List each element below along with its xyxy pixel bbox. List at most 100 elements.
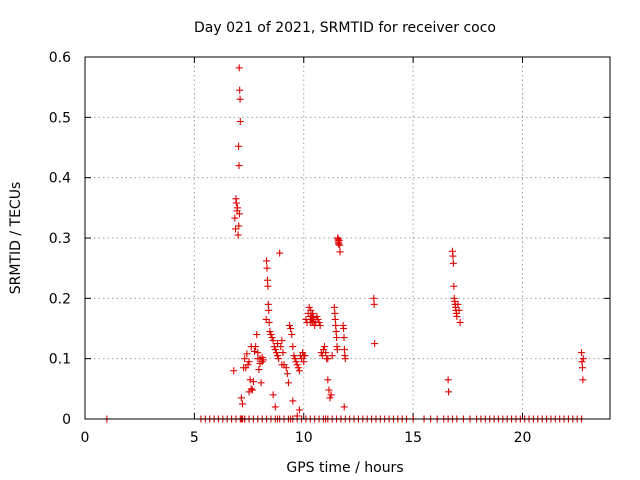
data-point (235, 64, 243, 72)
data-point (371, 340, 379, 348)
data-point (235, 222, 243, 230)
data-point (454, 300, 462, 308)
data-point (309, 314, 317, 322)
data-point (252, 343, 260, 351)
data-point (318, 352, 326, 360)
x-axis-label: GPS time / hours (286, 460, 403, 476)
data-point (234, 231, 242, 239)
x-tick-label: 15 (404, 430, 422, 446)
data-point (327, 391, 335, 399)
data-point (453, 312, 461, 320)
data-point (251, 347, 259, 355)
plot-frame (84, 56, 611, 420)
data-point (445, 388, 453, 396)
x-tick-label: 0 (81, 430, 90, 446)
x-tick-label: 5 (190, 430, 199, 446)
data-point (247, 385, 255, 393)
data-point (321, 343, 329, 351)
data-point (449, 259, 457, 267)
data-point (272, 349, 280, 357)
data-point (332, 321, 340, 329)
data-point (248, 386, 256, 394)
data-point (305, 303, 313, 311)
data-point (235, 210, 243, 218)
data-point (237, 394, 245, 402)
data-point (450, 282, 458, 290)
axis-ticks: 0 0.1 0.2 0.3 0.4 0.5 0.6 0 5 10 15 20 (49, 50, 610, 446)
data-point (332, 328, 340, 336)
data-point (370, 300, 378, 308)
data-point (324, 355, 332, 363)
data-point (309, 309, 316, 317)
data-point (328, 352, 336, 360)
data-point (263, 257, 271, 265)
grid-lines (85, 57, 610, 419)
data-point (270, 343, 278, 351)
data-point (256, 359, 264, 367)
data-point (269, 391, 277, 399)
data-point (271, 346, 279, 354)
data-point (254, 355, 262, 363)
data-point (263, 276, 271, 284)
data-point (292, 358, 300, 366)
data-point (340, 346, 348, 354)
y-tick-label: 0 (62, 412, 71, 428)
data-point (236, 95, 244, 103)
data-point (254, 349, 262, 357)
data-point (322, 349, 330, 357)
data-point (240, 364, 248, 372)
data-point (340, 403, 348, 411)
y-tick-label: 0.4 (49, 171, 71, 187)
data-point (579, 376, 587, 384)
data-point (325, 386, 333, 394)
x-tick-label: 20 (514, 430, 532, 446)
chart-title: Day 021 of 2021, SRMTID for receiver coc… (194, 20, 496, 36)
data-point (288, 331, 296, 339)
data-point (278, 361, 286, 369)
data-point (293, 361, 301, 369)
data-point (295, 406, 303, 414)
data-point (294, 364, 302, 372)
data-point (264, 300, 272, 308)
data-point (235, 142, 243, 150)
data-point (326, 394, 334, 402)
data-point (334, 235, 342, 243)
data-point (316, 321, 324, 329)
data-point (289, 343, 297, 351)
data-point (315, 318, 323, 326)
data-point (578, 358, 586, 366)
y-tick-label: 0.5 (49, 110, 71, 126)
data-point (274, 352, 281, 360)
data-point (289, 397, 297, 405)
data-point (308, 318, 316, 326)
data-point (293, 412, 301, 420)
data-point (265, 306, 273, 314)
y-tick-label: 0.6 (49, 50, 71, 66)
data-point (239, 400, 246, 408)
data-point (262, 315, 270, 323)
data-point (275, 355, 283, 363)
data-point (233, 204, 241, 212)
data-point (269, 337, 277, 345)
data-point (265, 318, 273, 326)
data-point (579, 355, 587, 363)
data-point (266, 328, 274, 336)
data-point (331, 309, 339, 317)
data-point (253, 331, 261, 339)
data-point (314, 315, 322, 323)
data-point (230, 367, 238, 375)
data-point (255, 366, 263, 374)
data-point (241, 355, 249, 363)
data-point (257, 379, 265, 387)
data-point (282, 364, 290, 372)
data-point (336, 241, 344, 249)
data-point (259, 356, 267, 364)
data-point (300, 358, 308, 366)
data-point (301, 352, 309, 360)
data-point (330, 303, 338, 311)
data-point (290, 352, 298, 360)
data-point (324, 376, 332, 384)
data-point (340, 325, 348, 332)
data-point (333, 334, 341, 342)
